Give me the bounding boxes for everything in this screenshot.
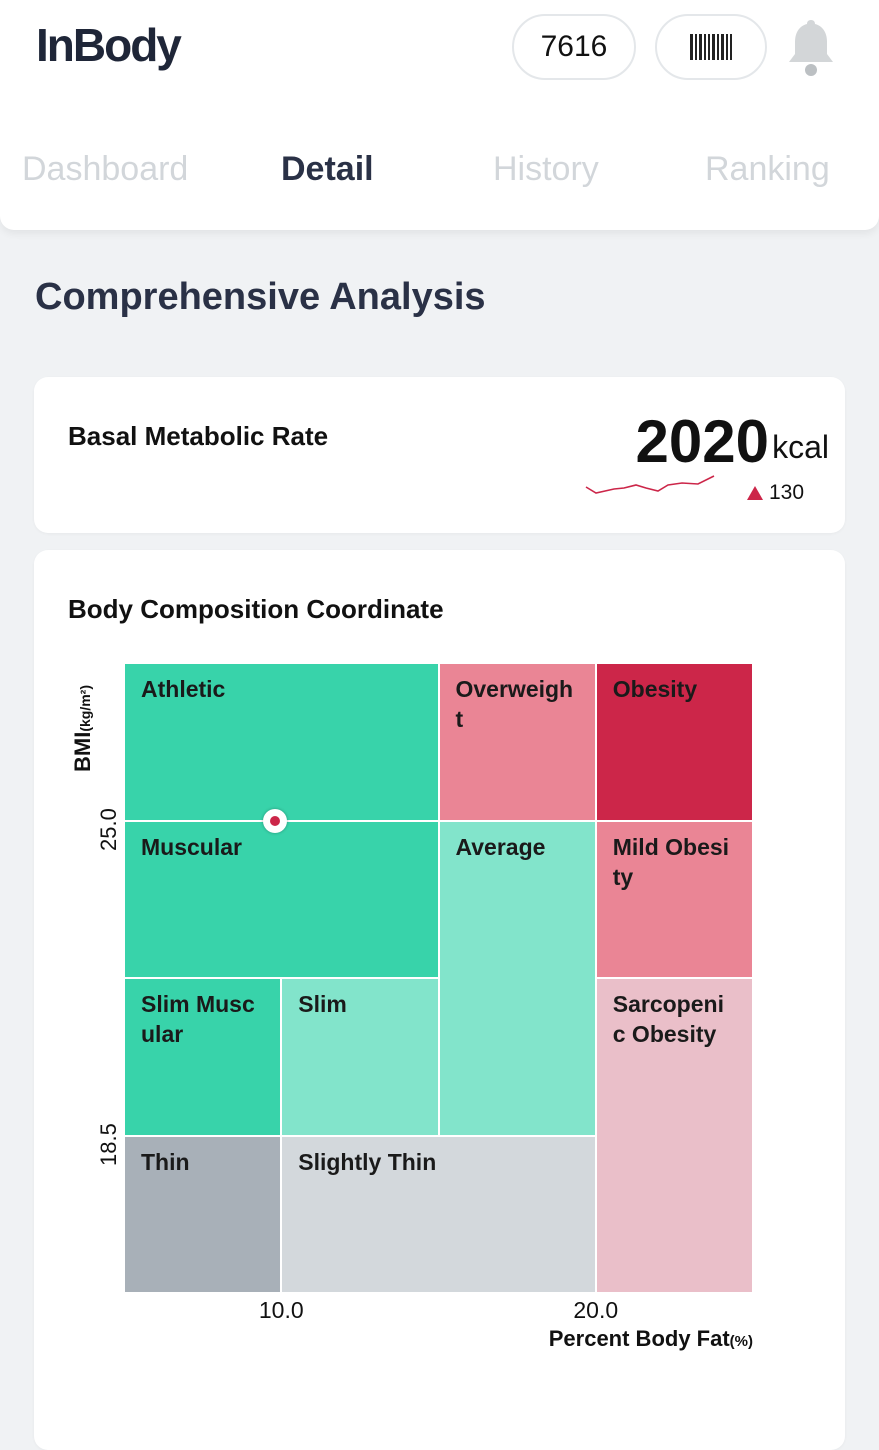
up-triangle-icon [747,486,763,500]
user-data-point[interactable] [262,808,287,833]
x-axis-title: Percent Body Fat [548,1326,730,1351]
y-axis-title: BMI [70,731,95,772]
region-sarcopenic-obesity: Sarcopenic Obesity [595,978,753,1293]
region-mild-obesity: Mild Obesity [595,820,753,978]
region-slim: Slim [281,978,439,1136]
tab-detail[interactable]: Detail [281,150,374,188]
y-tick-label: 25.0 [96,807,121,851]
tab-history[interactable]: History [493,150,599,188]
region-muscular: Muscular [124,820,439,978]
tab-bar: Dashboard Detail History Ranking [0,150,879,194]
barcode-icon [690,34,732,60]
y-tick-label: 18.5 [96,1122,121,1166]
region-slightly-thin: Slightly Thin [281,1135,596,1293]
region-thin: Thin [124,1135,282,1293]
bell-icon[interactable] [787,18,835,78]
x-tick-label: 20.0 [573,1297,619,1323]
tab-ranking[interactable]: Ranking [705,150,830,188]
body-composition-chart: Athletic Overweight Obesity Muscular Average… [124,663,753,1293]
barcode-button[interactable] [655,14,767,80]
y-axis-label: BMI(kg/m²) [70,685,96,772]
x-axis-label: Percent Body Fat(%) [549,1326,753,1352]
inbody-logo: InBody [36,19,182,71]
bmr-value: 2020 [635,408,769,475]
region-overweight: Overweight [438,663,596,821]
bmr-card[interactable]: Basal Metabolic Rate 2020 kcal 130 [34,377,845,533]
bmr-label: Basal Metabolic Rate [68,421,329,451]
region-obesity: Obesity [595,663,753,821]
body-composition-card: Body Composition Coordinate BMI(kg/m²) A… [34,550,845,1450]
section-title: Comprehensive Analysis [35,276,486,318]
y-axis-unit: (kg/m²) [77,685,93,732]
tab-dashboard[interactable]: Dashboard [22,150,189,188]
x-axis-unit: (%) [729,1333,753,1350]
bmr-trend-sparkline [585,475,715,494]
chart-title: Body Composition Coordinate [68,594,444,624]
region-athletic: Athletic [124,663,439,821]
bmr-delta-value: 130 [769,481,805,504]
region-average: Average [438,820,596,1136]
region-slim-muscular: Slim Muscular [124,978,282,1136]
points-button[interactable]: 7616 [512,14,636,80]
bmr-unit: kcal [772,429,829,465]
app-header: InBody 7616 Dashboard Detail History Ran… [0,0,879,230]
x-tick-label: 10.0 [258,1297,304,1323]
bmr-delta: 130 [747,481,804,505]
